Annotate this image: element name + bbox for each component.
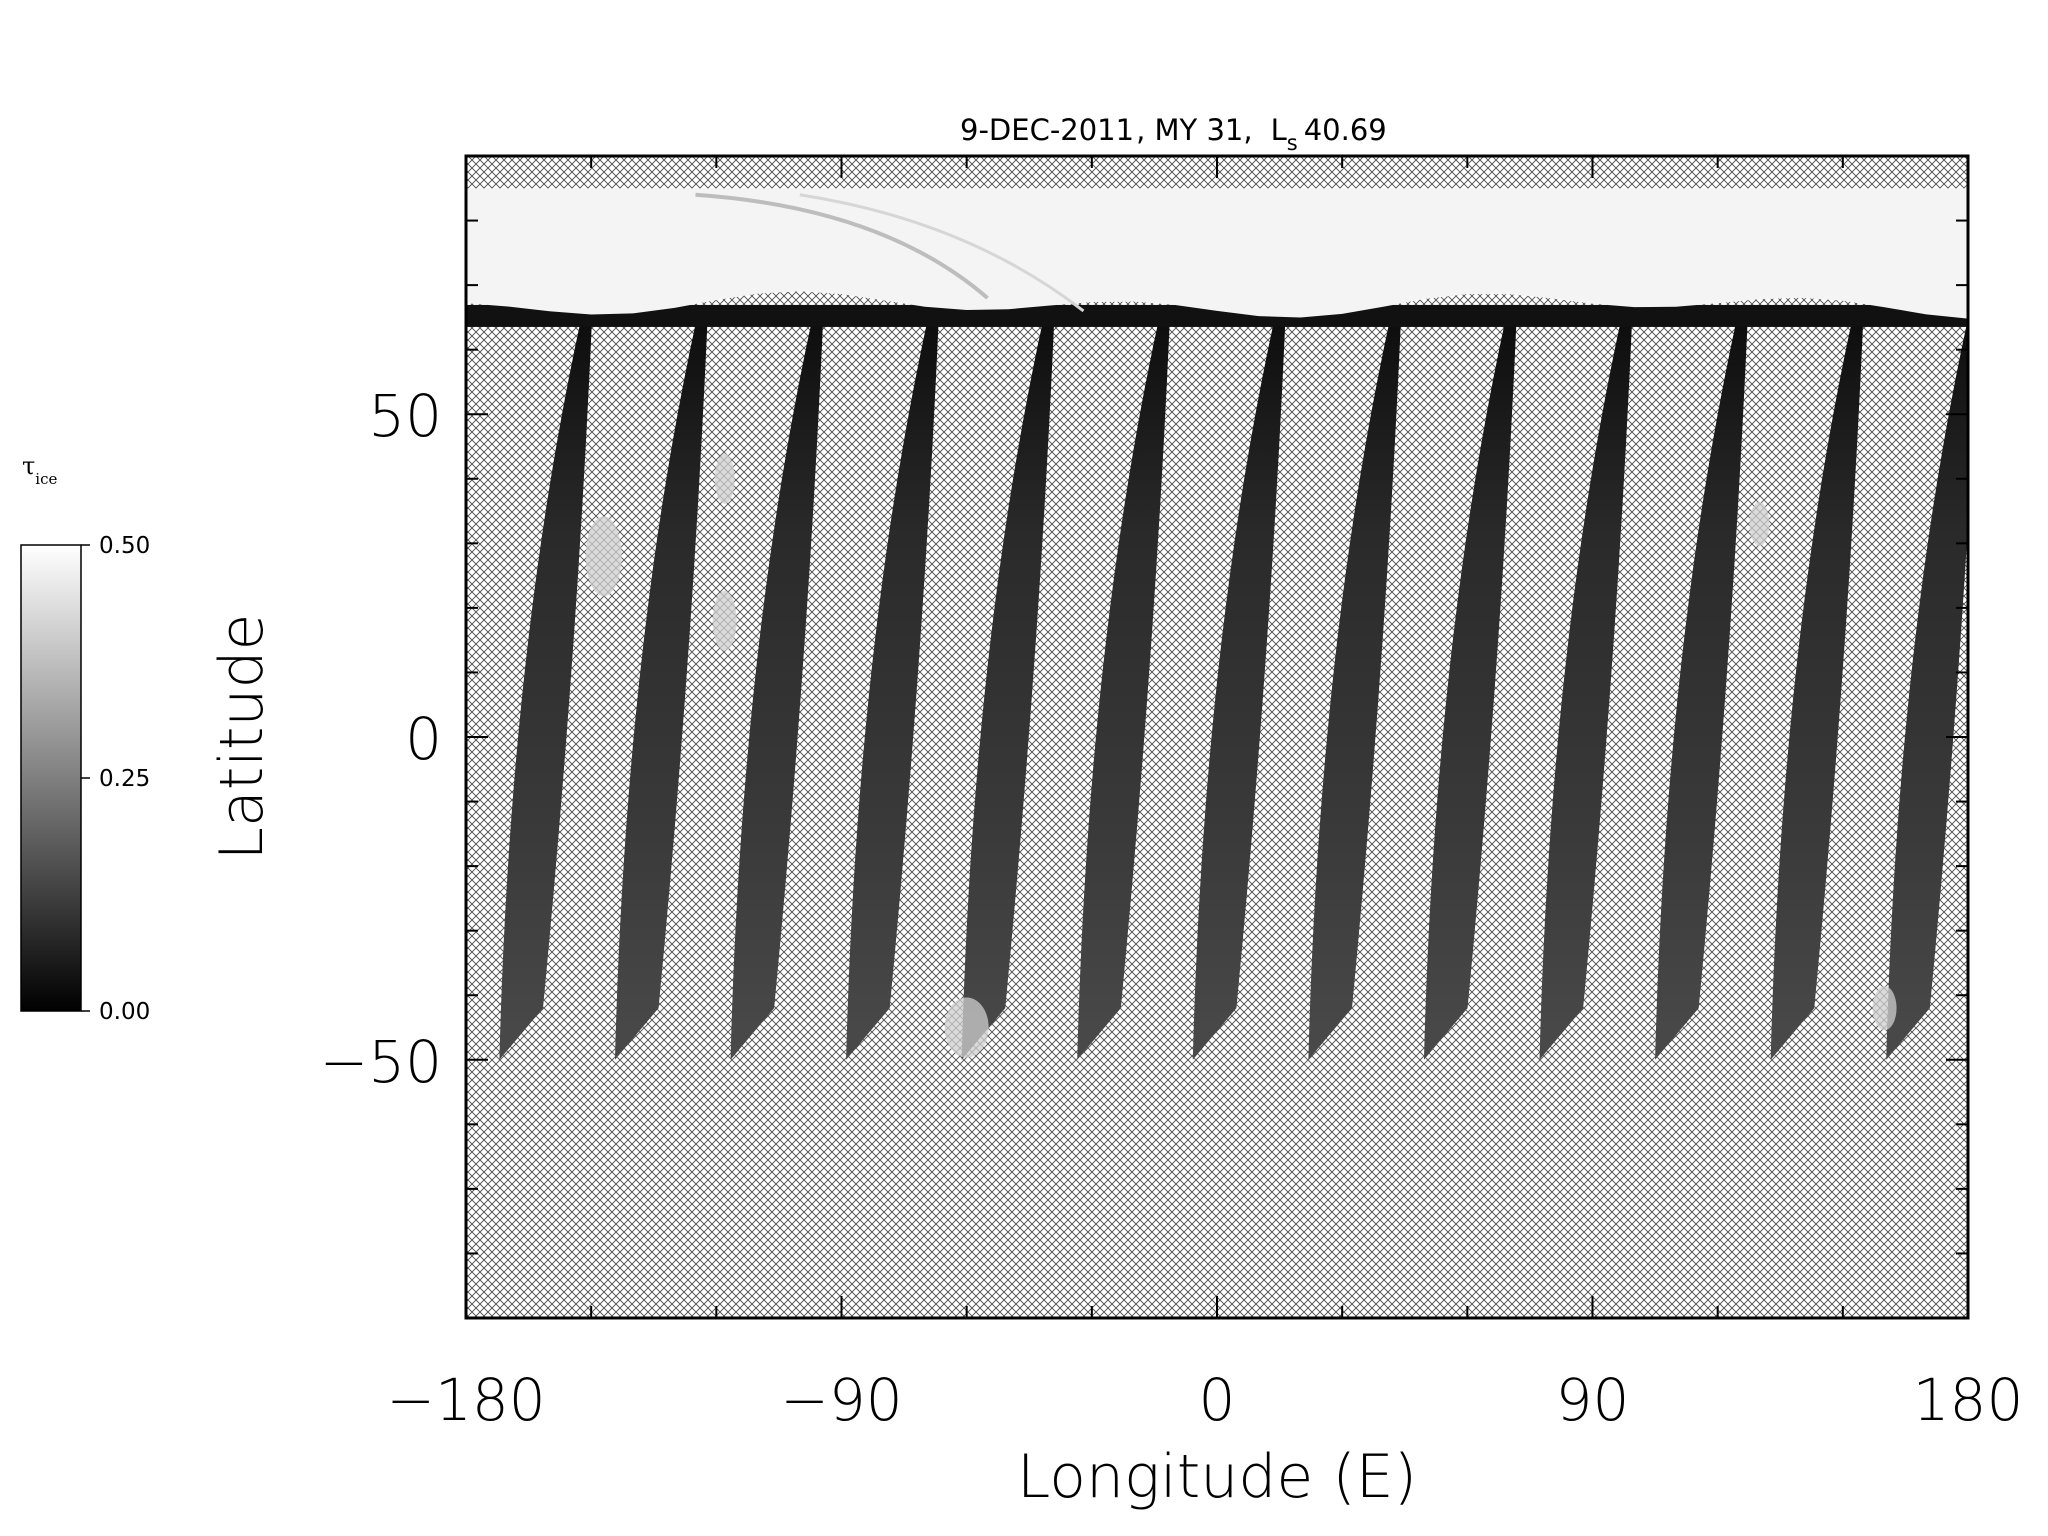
ice-cloud-patch <box>944 997 989 1058</box>
colorbar-tick-label: 0.50 <box>99 533 150 559</box>
observation-swath <box>1077 310 1171 1060</box>
ice-cloud-patch <box>714 453 735 504</box>
chart-title: 9-DEC-2011, MY 31, Ls 40.69 <box>960 113 1387 155</box>
y-tick-label: 0 <box>405 705 442 773</box>
map-plot-area <box>464 154 1970 1320</box>
observation-swath <box>846 310 940 1060</box>
cap-edge-band <box>466 304 1968 327</box>
hood-arc <box>799 193 1085 313</box>
observation-swath <box>1539 310 1633 1060</box>
observation-swath <box>961 310 1055 1060</box>
ice-cloud-patch <box>585 516 622 597</box>
y-tick-labels: −50 0 50 <box>320 382 442 1096</box>
observation-swath <box>730 310 824 1060</box>
y-axis-label: Latitude <box>207 614 277 861</box>
observation-swath <box>499 310 593 1060</box>
observation-swath <box>1770 310 1864 1060</box>
north-polar-hood <box>466 188 1968 319</box>
observation-swath <box>1886 318 1968 1060</box>
colorbar-tick-label: 0.25 <box>99 766 150 792</box>
x-axis-label: Longitude (E) <box>1017 1442 1417 1512</box>
x-tick-label: 0 <box>1199 1366 1236 1434</box>
hood-arc <box>695 192 989 300</box>
colorbar-ticks: 0.00 0.25 0.50 <box>81 533 150 1025</box>
colorbar-label: τice <box>22 452 57 488</box>
x-tick-label: 180 <box>1913 1366 2024 1434</box>
observation-swath <box>614 310 708 1060</box>
observation-swath <box>1192 310 1286 1060</box>
axis-ticks <box>465 155 1969 1319</box>
x-tick-labels: −180 −90 0 90 180 <box>386 1366 2023 1434</box>
y-tick-label: −50 <box>320 1028 442 1096</box>
ice-cloud-patch <box>1749 501 1770 546</box>
x-tick-label: −90 <box>780 1366 902 1434</box>
x-tick-label: 90 <box>1556 1366 1630 1434</box>
observation-swath <box>1655 310 1749 1060</box>
ice-cloud-patch <box>712 590 737 651</box>
colorbar: τice 0.00 0.25 0.50 <box>20 452 150 1025</box>
ice-cloud-patch <box>1872 986 1897 1031</box>
observation-swath <box>1423 310 1517 1060</box>
colorbar-gradient <box>20 544 82 1012</box>
colorbar-tick-label: 0.00 <box>99 999 150 1025</box>
observation-swath <box>1308 310 1402 1060</box>
y-tick-label: 50 <box>368 382 442 450</box>
x-tick-label: −180 <box>386 1366 545 1434</box>
